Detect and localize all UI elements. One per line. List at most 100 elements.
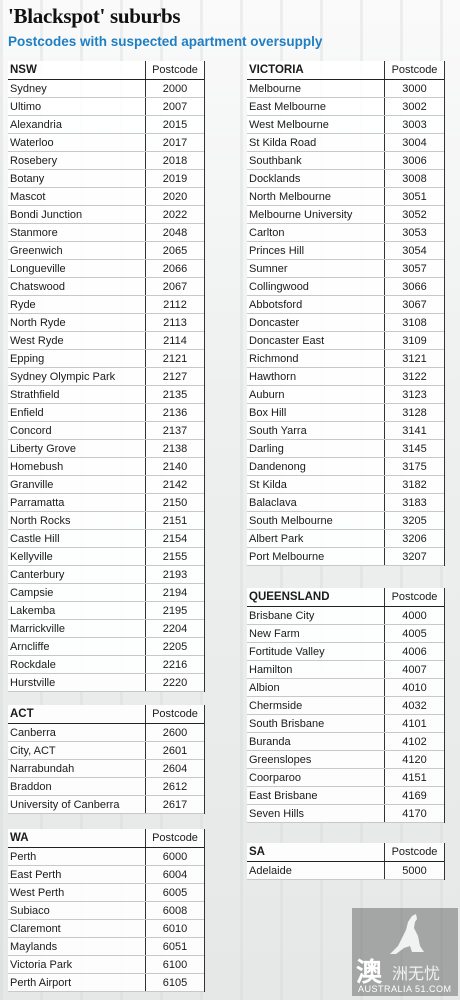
suburb-name: Liberty Grove (10, 442, 77, 455)
suburb-name: Lakemba (10, 604, 56, 617)
postcode-value: 4151 (384, 769, 444, 786)
table-row: Doncaster 3108 (247, 314, 444, 332)
postcode-value: 3067 (384, 296, 444, 313)
state-heading: NSW (10, 64, 37, 76)
postcode-value: 2220 (145, 674, 204, 691)
postcode-value: 2114 (145, 332, 204, 349)
state-heading: ACT (10, 708, 34, 720)
table-row: Buranda 4102 (247, 733, 444, 751)
kangaroo-icon (390, 914, 424, 954)
table-row: Princes Hill 3054 (247, 242, 444, 260)
postcode-value: 3141 (384, 422, 444, 439)
suburb-name: Concord (10, 424, 52, 437)
table-row: Concord 2137 (8, 422, 204, 440)
suburb-name: Fortitude Valley (249, 645, 325, 658)
postcode-value: 2067 (145, 278, 204, 295)
postcode-value: 4007 (384, 661, 444, 678)
table-row: Granville 2142 (8, 476, 204, 494)
watermark-chinese-main: 澳 (356, 958, 383, 988)
table-row: Box Hill 3128 (247, 404, 444, 422)
table-row: Brisbane City 4000 (247, 607, 444, 625)
suburb-name: St Kilda Road (249, 136, 317, 149)
postcode-value: 2137 (145, 422, 204, 439)
postcode-value: 2138 (145, 440, 204, 457)
table-row: Greenwich 2065 (8, 242, 204, 260)
state-heading: WA (10, 832, 29, 844)
postcode-value: 2022 (145, 206, 204, 223)
suburb-name: West Perth (10, 886, 65, 899)
postcode-value: 6105 (145, 974, 204, 991)
table-queensland: QUEENSLAND Postcode Brisbane City 4000 New F… (247, 588, 445, 823)
postcode-value: 2020 (145, 188, 204, 205)
suburb-name: Narrabundah (10, 762, 75, 775)
table-row: Coorparoo 4151 (247, 769, 444, 787)
postcode-column-header: Postcode (384, 588, 444, 606)
postcode-value: 6051 (145, 938, 204, 955)
suburb-name: South Melbourne (249, 514, 333, 527)
suburb-name: Doncaster (249, 316, 300, 329)
table-row: University of Canberra 2617 (8, 796, 204, 814)
table-row: Arncliffe 2205 (8, 638, 204, 656)
postcode-value: 3183 (384, 494, 444, 511)
suburb-name: Chatswood (10, 280, 66, 293)
postcode-value: 3207 (384, 548, 444, 565)
table-row: Alexandria 2015 (8, 116, 204, 134)
suburb-name: Claremont (10, 922, 61, 935)
postcode-value: 2113 (145, 314, 204, 331)
table-row: Epping 2121 (8, 350, 204, 368)
suburb-name: Docklands (249, 172, 301, 185)
watermark-chinese-rest: 洲无忧 (392, 964, 441, 983)
postcode-value: 2121 (145, 350, 204, 367)
table-row: Rockdale 2216 (8, 656, 204, 674)
table-row: Ryde 2112 (8, 296, 204, 314)
suburb-name: Canterbury (10, 568, 65, 581)
suburb-name: North Ryde (10, 316, 66, 329)
table-victoria: VICTORIA Postcode Melbourne 3000 East Melbou… (247, 61, 445, 566)
table-row: Longueville 2066 (8, 260, 204, 278)
suburb-name: Darling (249, 442, 284, 455)
postcode-value: 3057 (384, 260, 444, 277)
postcode-value: 6008 (145, 902, 204, 919)
postcode-value: 4010 (384, 679, 444, 696)
postcode-value: 4005 (384, 625, 444, 642)
page-subtitle: Postcodes with suspected apartment overs… (8, 34, 323, 49)
postcode-value: 2007 (145, 98, 204, 115)
watermark-logo: 澳 洲无忧 AUSTRALIA 51.COM (352, 908, 458, 996)
table-row: Southbank 3006 (247, 152, 444, 170)
table-row: Doncaster East 3109 (247, 332, 444, 350)
postcode-value: 2018 (145, 152, 204, 169)
postcode-value: 4032 (384, 697, 444, 714)
table-row: Claremont 6010 (8, 920, 204, 938)
table-row: Perth 6000 (8, 848, 204, 866)
postcode-value: 2015 (145, 116, 204, 133)
table-row: Rosebery 2018 (8, 152, 204, 170)
postcode-value: 2135 (145, 386, 204, 403)
postcode-value: 2140 (145, 458, 204, 475)
suburb-name: Albion (249, 681, 280, 694)
postcode-value: 6100 (145, 956, 204, 973)
postcode-value: 3008 (384, 170, 444, 187)
postcode-value: 2205 (145, 638, 204, 655)
suburb-name: East Perth (10, 868, 62, 881)
postcode-value: 3128 (384, 404, 444, 421)
suburb-name: Maylands (10, 940, 58, 953)
table-row: Adelaide 5000 (247, 862, 444, 880)
postcode-value: 2617 (145, 796, 204, 813)
table-row: Bondi Junction 2022 (8, 206, 204, 224)
suburb-name: Alexandria (10, 118, 62, 131)
suburb-name: South Brisbane (249, 717, 325, 730)
suburb-name: South Yarra (249, 424, 307, 437)
suburb-name: Hamilton (249, 663, 293, 676)
postcode-value: 3003 (384, 116, 444, 133)
postcode-value: 2065 (145, 242, 204, 259)
suburb-name: Strathfield (10, 388, 60, 401)
postcode-value: 2612 (145, 778, 204, 795)
table-header: SA Postcode (247, 843, 444, 862)
table-row: Richmond 3121 (247, 350, 444, 368)
table-header: WA Postcode (8, 829, 204, 848)
table-row: Enfield 2136 (8, 404, 204, 422)
postcode-value: 6000 (145, 848, 204, 865)
postcode-value: 2195 (145, 602, 204, 619)
table-row: Ultimo 2007 (8, 98, 204, 116)
postcode-value: 3145 (384, 440, 444, 457)
